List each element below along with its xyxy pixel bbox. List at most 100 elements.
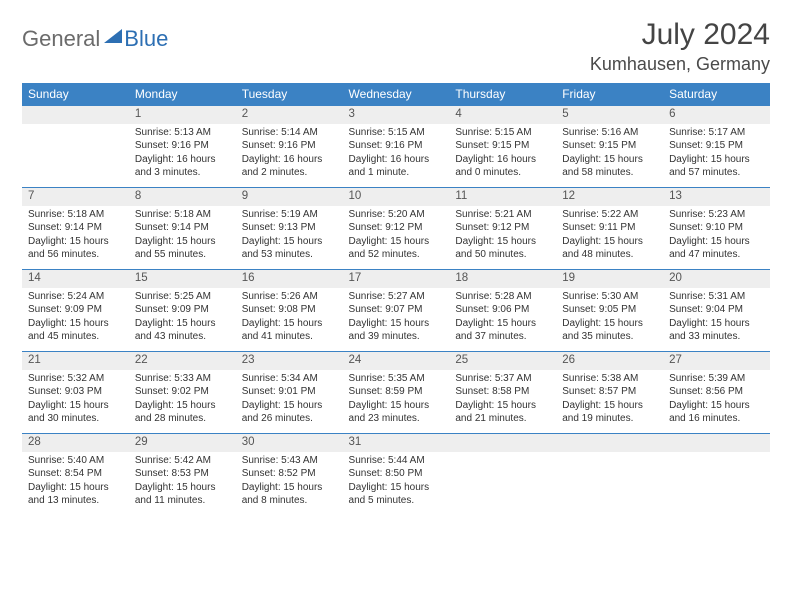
sunrise-line: Sunrise: 5:37 AM [455,372,550,386]
day-detail-cell: Sunrise: 5:34 AMSunset: 9:01 PMDaylight:… [236,370,343,434]
sunrise-line: Sunrise: 5:15 AM [455,126,550,140]
day-number-cell: 9 [236,188,343,206]
daylight-line: Daylight: 15 hours and 33 minutes. [669,317,764,344]
day-number-cell: 28 [22,434,129,452]
sunrise-line: Sunrise: 5:23 AM [669,208,764,222]
sunset-line: Sunset: 9:16 PM [135,139,230,153]
sunrise-line: Sunrise: 5:15 AM [349,126,444,140]
day-detail-cell: Sunrise: 5:43 AMSunset: 8:52 PMDaylight:… [236,452,343,516]
day-detail-cell: Sunrise: 5:30 AMSunset: 9:05 PMDaylight:… [556,288,663,352]
sunrise-line: Sunrise: 5:19 AM [242,208,337,222]
day-detail-cell: Sunrise: 5:21 AMSunset: 9:12 PMDaylight:… [449,206,556,270]
sunrise-line: Sunrise: 5:22 AM [562,208,657,222]
sunrise-line: Sunrise: 5:40 AM [28,454,123,468]
day-detail-cell: Sunrise: 5:23 AMSunset: 9:10 PMDaylight:… [663,206,770,270]
day-number-cell: 10 [343,188,450,206]
day-detail-cell: Sunrise: 5:14 AMSunset: 9:16 PMDaylight:… [236,124,343,188]
sunset-line: Sunset: 9:14 PM [28,221,123,235]
day-number-row: 21222324252627 [22,352,770,370]
day-detail-cell: Sunrise: 5:38 AMSunset: 8:57 PMDaylight:… [556,370,663,434]
sunrise-line: Sunrise: 5:27 AM [349,290,444,304]
day-detail-cell: Sunrise: 5:20 AMSunset: 9:12 PMDaylight:… [343,206,450,270]
day-number-row: 123456 [22,106,770,124]
sunset-line: Sunset: 9:08 PM [242,303,337,317]
day-number-cell [449,434,556,452]
daylight-line: Daylight: 15 hours and 35 minutes. [562,317,657,344]
day-detail-cell: Sunrise: 5:40 AMSunset: 8:54 PMDaylight:… [22,452,129,516]
sunset-line: Sunset: 9:15 PM [562,139,657,153]
sunrise-line: Sunrise: 5:20 AM [349,208,444,222]
day-number-cell: 30 [236,434,343,452]
day-detail-cell: Sunrise: 5:15 AMSunset: 9:16 PMDaylight:… [343,124,450,188]
day-detail-cell: Sunrise: 5:39 AMSunset: 8:56 PMDaylight:… [663,370,770,434]
daylight-line: Daylight: 15 hours and 37 minutes. [455,317,550,344]
day-detail-cell: Sunrise: 5:33 AMSunset: 9:02 PMDaylight:… [129,370,236,434]
day-detail-cell: Sunrise: 5:15 AMSunset: 9:15 PMDaylight:… [449,124,556,188]
day-detail-cell: Sunrise: 5:31 AMSunset: 9:04 PMDaylight:… [663,288,770,352]
daylight-line: Daylight: 15 hours and 58 minutes. [562,153,657,180]
daylight-line: Daylight: 15 hours and 57 minutes. [669,153,764,180]
sunrise-line: Sunrise: 5:35 AM [349,372,444,386]
daylight-line: Daylight: 15 hours and 39 minutes. [349,317,444,344]
sunset-line: Sunset: 9:11 PM [562,221,657,235]
day-number-row: 28293031 [22,434,770,452]
sunset-line: Sunset: 9:02 PM [135,385,230,399]
sunrise-line: Sunrise: 5:43 AM [242,454,337,468]
day-number-cell: 21 [22,352,129,370]
sunrise-line: Sunrise: 5:16 AM [562,126,657,140]
day-detail-cell [556,452,663,516]
sunset-line: Sunset: 9:05 PM [562,303,657,317]
weekday-header: Friday [556,83,663,106]
day-detail-cell: Sunrise: 5:13 AMSunset: 9:16 PMDaylight:… [129,124,236,188]
sunset-line: Sunset: 9:06 PM [455,303,550,317]
logo-text-general: General [22,26,100,52]
day-detail-row: Sunrise: 5:40 AMSunset: 8:54 PMDaylight:… [22,452,770,516]
sunset-line: Sunset: 9:16 PM [242,139,337,153]
day-number-cell: 2 [236,106,343,124]
day-detail-cell: Sunrise: 5:32 AMSunset: 9:03 PMDaylight:… [22,370,129,434]
day-number-cell [556,434,663,452]
day-detail-cell: Sunrise: 5:26 AMSunset: 9:08 PMDaylight:… [236,288,343,352]
sunrise-line: Sunrise: 5:25 AM [135,290,230,304]
daylight-line: Daylight: 15 hours and 50 minutes. [455,235,550,262]
weekday-header: Monday [129,83,236,106]
weekday-header: Sunday [22,83,129,106]
sunset-line: Sunset: 9:09 PM [135,303,230,317]
daylight-line: Daylight: 16 hours and 0 minutes. [455,153,550,180]
day-number-cell: 6 [663,106,770,124]
sunset-line: Sunset: 9:14 PM [135,221,230,235]
day-number-row: 78910111213 [22,188,770,206]
daylight-line: Daylight: 16 hours and 1 minute. [349,153,444,180]
sunset-line: Sunset: 9:16 PM [349,139,444,153]
sunrise-line: Sunrise: 5:24 AM [28,290,123,304]
sunrise-line: Sunrise: 5:31 AM [669,290,764,304]
day-number-cell: 16 [236,270,343,288]
day-detail-cell: Sunrise: 5:19 AMSunset: 9:13 PMDaylight:… [236,206,343,270]
sunrise-line: Sunrise: 5:13 AM [135,126,230,140]
sunrise-line: Sunrise: 5:32 AM [28,372,123,386]
daylight-line: Daylight: 15 hours and 21 minutes. [455,399,550,426]
sunset-line: Sunset: 8:57 PM [562,385,657,399]
day-detail-cell: Sunrise: 5:17 AMSunset: 9:15 PMDaylight:… [663,124,770,188]
sunset-line: Sunset: 8:52 PM [242,467,337,481]
day-detail-cell: Sunrise: 5:35 AMSunset: 8:59 PMDaylight:… [343,370,450,434]
sunset-line: Sunset: 8:50 PM [349,467,444,481]
day-detail-row: Sunrise: 5:13 AMSunset: 9:16 PMDaylight:… [22,124,770,188]
day-detail-row: Sunrise: 5:24 AMSunset: 9:09 PMDaylight:… [22,288,770,352]
day-detail-cell [663,452,770,516]
day-detail-cell: Sunrise: 5:28 AMSunset: 9:06 PMDaylight:… [449,288,556,352]
daylight-line: Daylight: 15 hours and 28 minutes. [135,399,230,426]
logo: General Blue [22,26,168,52]
sunset-line: Sunset: 8:56 PM [669,385,764,399]
sunrise-line: Sunrise: 5:42 AM [135,454,230,468]
sunset-line: Sunset: 9:07 PM [349,303,444,317]
sunset-line: Sunset: 8:53 PM [135,467,230,481]
sunrise-line: Sunrise: 5:18 AM [28,208,123,222]
sunrise-line: Sunrise: 5:14 AM [242,126,337,140]
daylight-line: Daylight: 15 hours and 43 minutes. [135,317,230,344]
day-detail-cell: Sunrise: 5:16 AMSunset: 9:15 PMDaylight:… [556,124,663,188]
daylight-line: Daylight: 15 hours and 48 minutes. [562,235,657,262]
day-number-cell: 1 [129,106,236,124]
day-number-cell: 22 [129,352,236,370]
day-number-cell: 19 [556,270,663,288]
